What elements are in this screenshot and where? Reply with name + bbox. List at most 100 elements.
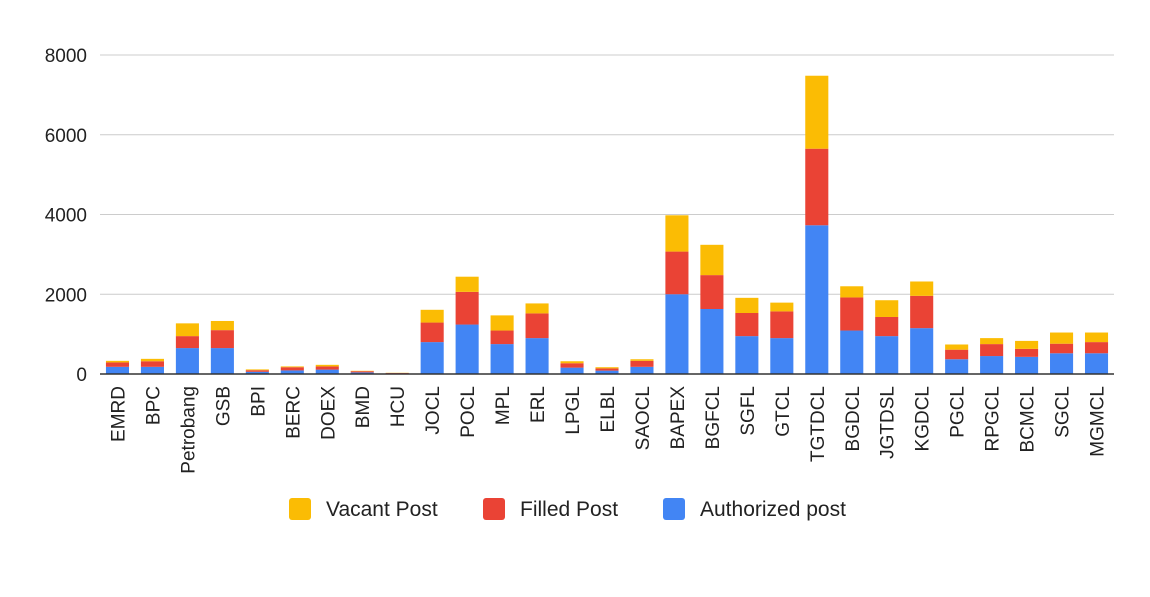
x-category-label: TGTDCL (808, 386, 829, 462)
bar-vacant-post-bgdcl (840, 286, 864, 298)
x-category-label: ERL (528, 386, 549, 423)
bar-filled-post-emrd (105, 362, 130, 367)
x-category-label: JOCL (423, 386, 444, 435)
legend: Vacant Post Filled Post Authorized post (289, 498, 846, 521)
x-category-label: MGMCL (1088, 386, 1109, 457)
bar-vacant-post-pocl (455, 276, 479, 292)
bar-filled-post-erl (525, 313, 549, 339)
x-category-label: LPGL (563, 386, 584, 435)
bar-filled-post-bgfcl (700, 275, 724, 310)
bar-authorized-post-jgtdsl (875, 336, 899, 374)
bar-vacant-post-erl (525, 303, 549, 314)
x-category-label: BAPEX (668, 386, 689, 450)
legend-swatch (483, 498, 505, 520)
x-category-label: BGFCL (703, 386, 724, 449)
x-category-label: BMD (353, 386, 374, 428)
legend-swatch (289, 498, 311, 520)
bar-vacant-post-kgdcl (910, 281, 934, 296)
bar-filled-post-saocl (630, 360, 654, 367)
bar-authorized-post-bapex (665, 294, 689, 374)
x-category-label: SGFL (738, 386, 759, 436)
gridlines (100, 54, 1114, 295)
bar-authorized-post-gtcl (770, 338, 794, 374)
x-category-label: ELBL (598, 386, 619, 432)
bar-filled-post-rpgcl (980, 344, 1004, 357)
bar-vacant-post-lpgl (560, 361, 584, 364)
x-category-label: SGCL (1053, 386, 1074, 438)
bar-filled-post-pgcl (945, 349, 969, 360)
bar-filled-post-sgfl (735, 312, 759, 337)
x-category-label: PGCL (948, 386, 969, 438)
x-category-label: KGDCL (913, 386, 934, 451)
bar-filled-post-kgdcl (910, 295, 934, 329)
bar-authorized-post-bgfcl (700, 309, 724, 374)
y-tick-label: 4000 (45, 206, 87, 227)
bar-filled-post-bmd (350, 371, 374, 373)
bar-vacant-post-gtcl (770, 302, 794, 312)
bar-authorized-post-bmd (350, 372, 374, 374)
y-tick-label: 8000 (45, 46, 87, 67)
bar-authorized-post-emrd (105, 366, 130, 374)
bar-authorized-post-rpgcl (980, 356, 1004, 374)
bar-authorized-post-elbl (595, 370, 619, 374)
bar-vacant-post-saocl (630, 359, 654, 361)
bar-vacant-post-pgcl (945, 344, 969, 350)
bar-authorized-post-pgcl (945, 359, 969, 374)
bar-authorized-post-bgdcl (840, 330, 864, 374)
x-category-label: GSB (213, 386, 234, 426)
bar-vacant-post-sgfl (735, 297, 759, 313)
bar-vacant-post-berc (280, 366, 304, 368)
bar-authorized-post-bcmcl (1015, 356, 1039, 374)
bar-vacant-post-bgfcl (700, 244, 724, 276)
bar-filled-post-petrobang (175, 336, 199, 349)
legend-swatch (663, 498, 685, 520)
bar-filled-post-jgtdsl (875, 316, 899, 337)
bar-vacant-post-sgcl (1050, 332, 1074, 344)
bar-filled-post-bpi (245, 370, 269, 372)
x-category-label: SAOCL (633, 386, 654, 450)
bar-vacant-post-bpi (245, 369, 269, 371)
x-category-label: GTCL (773, 386, 794, 437)
bar-vacant-post-mgmcl (1084, 332, 1109, 343)
bar-filled-post-jocl (420, 322, 444, 343)
bar-authorized-post-saocl (630, 366, 654, 374)
x-axis-category-labels: EMRD BPC Petrobang GSB BPI BERC DOEX BMD HCU JOCL… (108, 386, 1108, 474)
bar-filled-post-sgcl (1050, 343, 1074, 354)
bar-authorized-post-gsb (210, 348, 234, 374)
bar-filled-post-pocl (455, 291, 479, 325)
y-tick-label: 2000 (45, 285, 87, 306)
x-category-label: Petrobang (178, 386, 199, 474)
bar-authorized-post-doex (315, 369, 339, 374)
bar-authorized-post-lpgl (560, 367, 584, 374)
bar-authorized-post-erl (525, 338, 549, 374)
bar-vacant-post-petrobang (175, 323, 199, 337)
bar-vacant-post-jgtdsl (875, 300, 899, 317)
bar-vacant-post-gsb (210, 320, 234, 331)
bar-filled-post-bpc (140, 361, 164, 367)
bar-vacant-post-bcmcl (1015, 340, 1039, 349)
bar-authorized-post-mgmcl (1084, 353, 1109, 374)
bar-filled-post-mpl (490, 330, 514, 345)
x-category-label: EMRD (108, 386, 129, 442)
x-category-label: BCMCL (1018, 386, 1039, 453)
y-tick-label: 0 (76, 365, 87, 386)
legend-label: Filled Post (520, 498, 618, 521)
bar-authorized-post-bpc (140, 366, 164, 374)
bar-authorized-post-kgdcl (910, 328, 934, 374)
x-category-label: RPGCL (983, 386, 1004, 451)
x-category-label: MPL (493, 386, 514, 425)
bar-filled-post-gtcl (770, 311, 794, 339)
bar-vacant-post-mpl (490, 315, 514, 331)
bar-filled-post-lpgl (560, 363, 584, 368)
bar-vacant-post-rpgcl (980, 338, 1004, 345)
bar-filled-post-berc (280, 367, 304, 371)
bar-filled-post-bapex (665, 251, 689, 295)
bar-vacant-post-doex (315, 364, 339, 367)
bar-authorized-post-mpl (490, 344, 514, 374)
bar-vacant-post-jocl (420, 309, 444, 323)
bar-authorized-post-sgcl (1050, 353, 1074, 374)
x-category-label: BERC (283, 386, 304, 439)
bar-filled-post-bgdcl (840, 297, 864, 331)
bar-filled-post-gsb (210, 330, 234, 349)
